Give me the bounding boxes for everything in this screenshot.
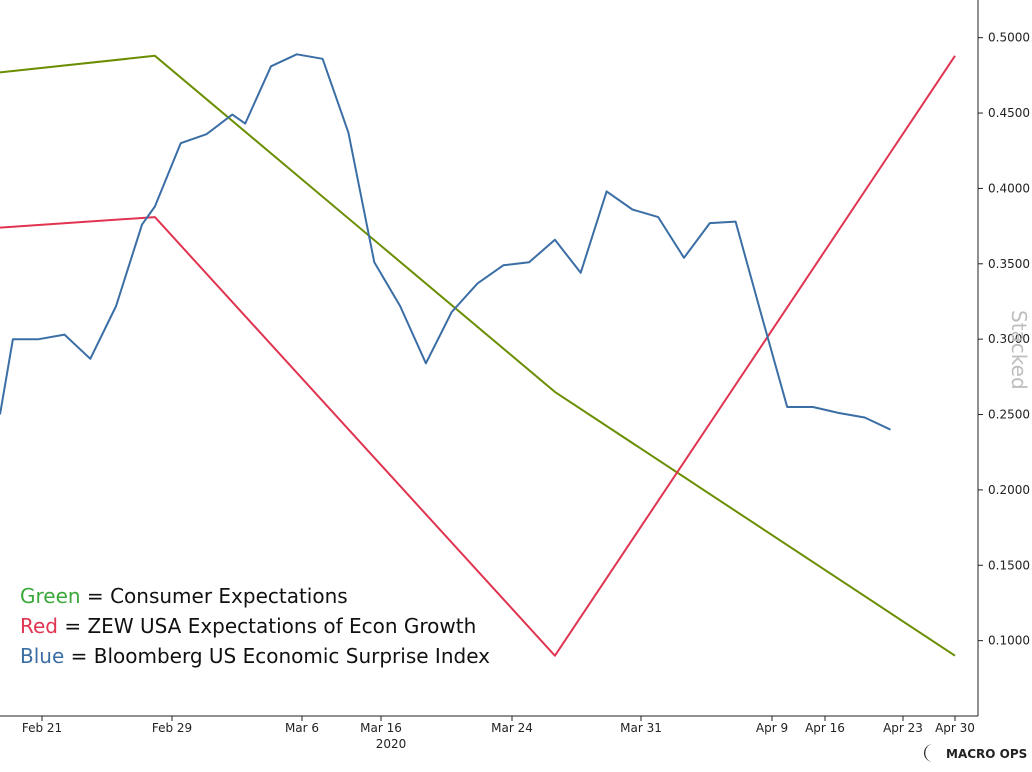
y-tick-label: 0.5000: [988, 31, 1030, 45]
y-tick-label: 0.1500: [988, 558, 1030, 572]
y-tick-label: 0.4000: [988, 181, 1030, 195]
legend-color-word: Blue: [20, 644, 64, 668]
x-tick-label: Apr 23: [883, 721, 923, 735]
x-tick-label: Feb 21: [22, 721, 62, 735]
x-tick-label: Feb 29: [152, 721, 192, 735]
axes-layer: 0.1000 0.1500 0.2000 0.2500 0.3000 0.3500 0.40…: [0, 0, 1030, 751]
legend: Green = Consumer Expectations Red = ZEW U…: [20, 584, 490, 668]
brand-name: MACRO OPS: [946, 747, 1027, 761]
series-line-1: [0, 55, 956, 657]
legend-separator: =: [64, 644, 93, 668]
y-tick-label: 0.1000: [988, 634, 1030, 648]
legend-separator: =: [81, 584, 110, 608]
y-tick-label: 0.2000: [988, 483, 1030, 497]
legend-color-word: Green: [20, 584, 81, 608]
legend-separator: =: [58, 614, 87, 638]
x-tick-label: Mar 24: [491, 721, 533, 735]
y-tick-label: 0.4500: [988, 106, 1030, 120]
x-tick-label: Mar 31: [620, 721, 662, 735]
brand: MACRO OPS: [924, 744, 1027, 762]
x-tick-label: Apr 16: [805, 721, 845, 735]
legend-entry: Green = Consumer Expectations: [20, 584, 348, 608]
watermark: Stacked: [1007, 310, 1031, 390]
x-tick-label: Apr 9: [756, 721, 788, 735]
x-tick-label: Mar 6: [285, 721, 319, 735]
y-tick-label: 0.3000: [988, 332, 1030, 346]
legend-description: Consumer Expectations: [110, 584, 348, 608]
legend-description: Bloomberg US Economic Surprise Index: [94, 644, 490, 668]
series-line-0: [0, 54, 956, 657]
legend-entry: Red = ZEW USA Expectations of Econ Growt…: [20, 614, 476, 638]
legend-color-word: Red: [20, 614, 58, 638]
y-tick-label: 0.2500: [988, 408, 1030, 422]
x-year-label: 2020: [376, 737, 407, 751]
legend-description: ZEW USA Expectations of Econ Growth: [87, 614, 476, 638]
crescent-logo-icon: [924, 744, 933, 762]
x-tick-label: Mar 16: [360, 721, 402, 735]
x-tick-label: Apr 30: [935, 721, 975, 735]
series-layer: [0, 53, 956, 657]
series-line-2: [0, 53, 891, 431]
legend-entry: Blue = Bloomberg US Economic Surprise In…: [20, 644, 490, 668]
y-tick-label: 0.3500: [988, 257, 1030, 271]
